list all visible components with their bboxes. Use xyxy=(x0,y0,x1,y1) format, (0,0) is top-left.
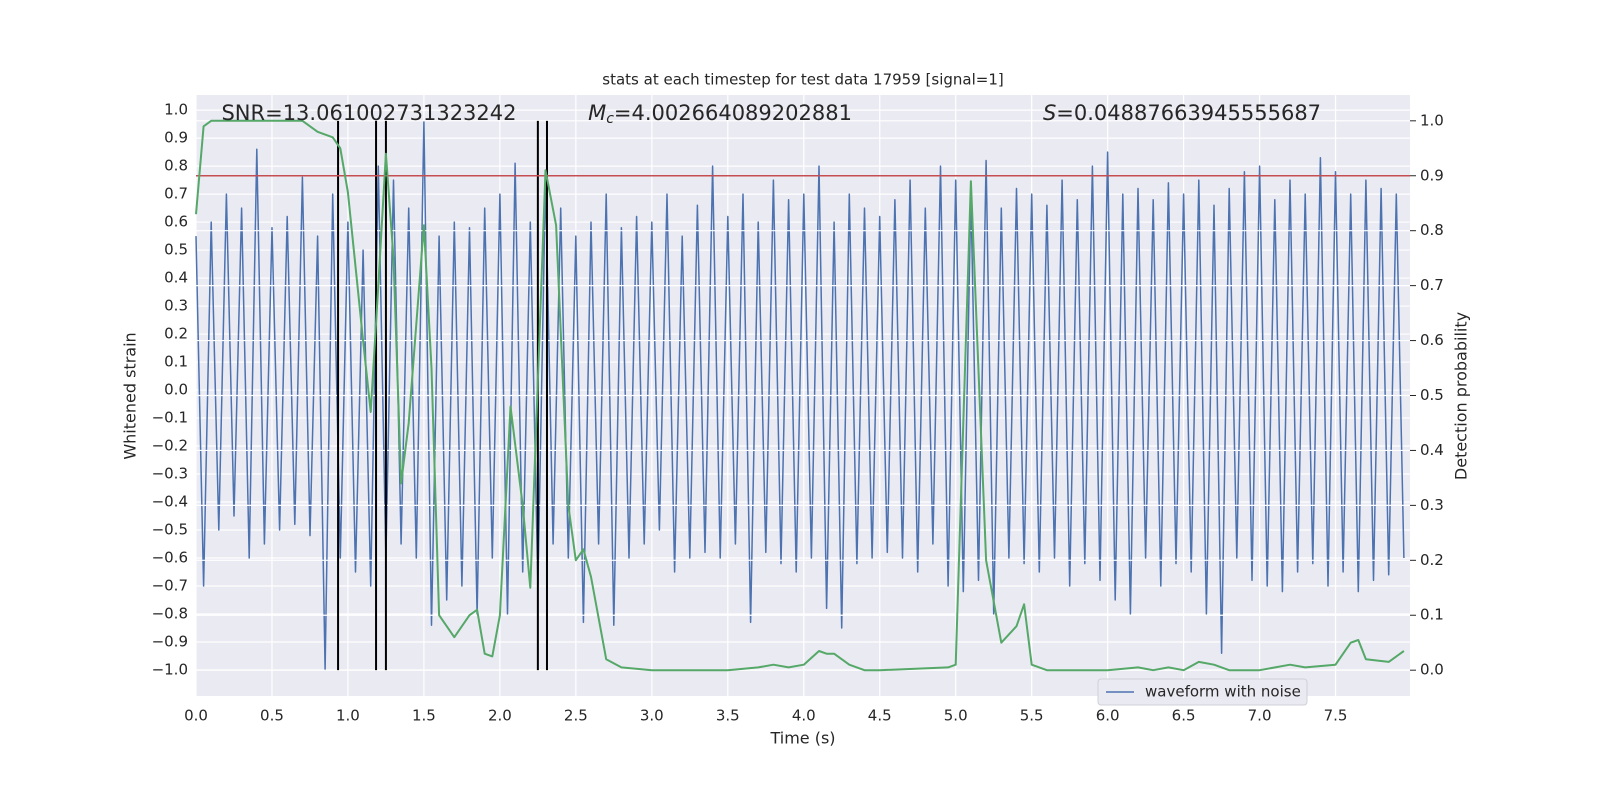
y2-axis-label: Detection probability xyxy=(1452,312,1471,480)
y-tick-label: −0.3 xyxy=(152,465,188,483)
x-tick-label: 5.5 xyxy=(1020,707,1044,725)
line xyxy=(195,119,1405,672)
x-tick-label: 0.5 xyxy=(260,707,284,725)
legend-label: waveform with noise xyxy=(1145,683,1301,701)
annotation: Mc=4.002664089202881 xyxy=(588,101,852,127)
y-tick-label: 0.5 xyxy=(164,241,188,259)
annotation-subscript: c xyxy=(606,111,614,127)
y-tick-label: −0.9 xyxy=(152,632,188,650)
y2-tick-label: 0.1 xyxy=(1420,606,1444,624)
x-tick-label: 4.0 xyxy=(792,707,816,725)
y-tick-label: 0.9 xyxy=(164,129,188,147)
y2-tick-label: 0.5 xyxy=(1420,386,1444,404)
x-tick-label: 1.5 xyxy=(412,707,436,725)
y-tick-label: −0.8 xyxy=(152,604,188,622)
y2-tick-label: 0.9 xyxy=(1420,166,1444,184)
y-tick-label: 0.0 xyxy=(164,381,188,399)
y-axis-label: Whitened strain xyxy=(121,332,140,459)
annotation-symbol: M xyxy=(588,101,606,125)
x-tick-label: 5.0 xyxy=(944,707,968,725)
y2-tick-label: 0.8 xyxy=(1420,221,1444,239)
y-tick-label: 0.6 xyxy=(164,213,188,231)
y-tick-label: −0.2 xyxy=(152,437,188,455)
y2-tick-label: 0.2 xyxy=(1420,551,1444,569)
y-tick-label: −0.5 xyxy=(152,521,188,539)
annotation: S=0.04887663945555687 xyxy=(1043,101,1321,125)
x-tick-label: 3.0 xyxy=(640,707,664,725)
x-tick-label: 0.0 xyxy=(184,707,208,725)
annotation-text: SNR=13.061002731323242 xyxy=(221,101,516,125)
x-tick-label: 7.5 xyxy=(1324,707,1348,725)
y-tick-label: 0.3 xyxy=(164,297,188,315)
y-tick-label: −0.7 xyxy=(152,576,188,594)
y-tick-label: 0.4 xyxy=(164,269,188,287)
annotation-symbol: S xyxy=(1043,101,1056,125)
y-tick-label: 0.1 xyxy=(164,353,188,371)
annotation: SNR=13.061002731323242 xyxy=(221,101,516,125)
y-tick-label: −0.6 xyxy=(152,548,188,566)
x-tick-label: 6.0 xyxy=(1096,707,1120,725)
x-tick-label: 6.5 xyxy=(1172,707,1196,725)
x-axis-label: Time (s) xyxy=(769,729,835,748)
y2-tick-label: 0.6 xyxy=(1420,331,1444,349)
x-tick-label: 4.5 xyxy=(868,707,892,725)
y-tick-label: −0.4 xyxy=(152,493,188,511)
x-tick-label: 3.5 xyxy=(716,707,740,725)
y2-tick-label: 0.7 xyxy=(1420,276,1444,294)
y2-tick-label: 1.0 xyxy=(1420,111,1444,129)
y-tick-label: 0.8 xyxy=(164,157,188,175)
legend-box xyxy=(1097,678,1308,706)
annotation-text: =4.002664089202881 xyxy=(614,101,852,125)
y2-tick-label: 0.0 xyxy=(1420,661,1444,679)
y-tick-label: 1.0 xyxy=(164,101,188,119)
y-tick-label: −0.1 xyxy=(152,409,188,427)
x-tick-label: 2.5 xyxy=(564,707,588,725)
y-tick-label: 0.2 xyxy=(164,325,188,343)
y-tick-label: 0.7 xyxy=(164,185,188,203)
y2-tick-label: 0.4 xyxy=(1420,441,1444,459)
annotation-text: =0.04887663945555687 xyxy=(1056,101,1321,125)
y2-tick-label: 0.3 xyxy=(1420,496,1444,514)
x-tick-label: 7.0 xyxy=(1248,707,1272,725)
y-tick-label: −1.0 xyxy=(152,660,188,678)
x-tick-label: 1.0 xyxy=(336,707,360,725)
chart-title: stats at each timestep for test data 179… xyxy=(602,71,1003,89)
x-tick-label: 2.0 xyxy=(488,707,512,725)
